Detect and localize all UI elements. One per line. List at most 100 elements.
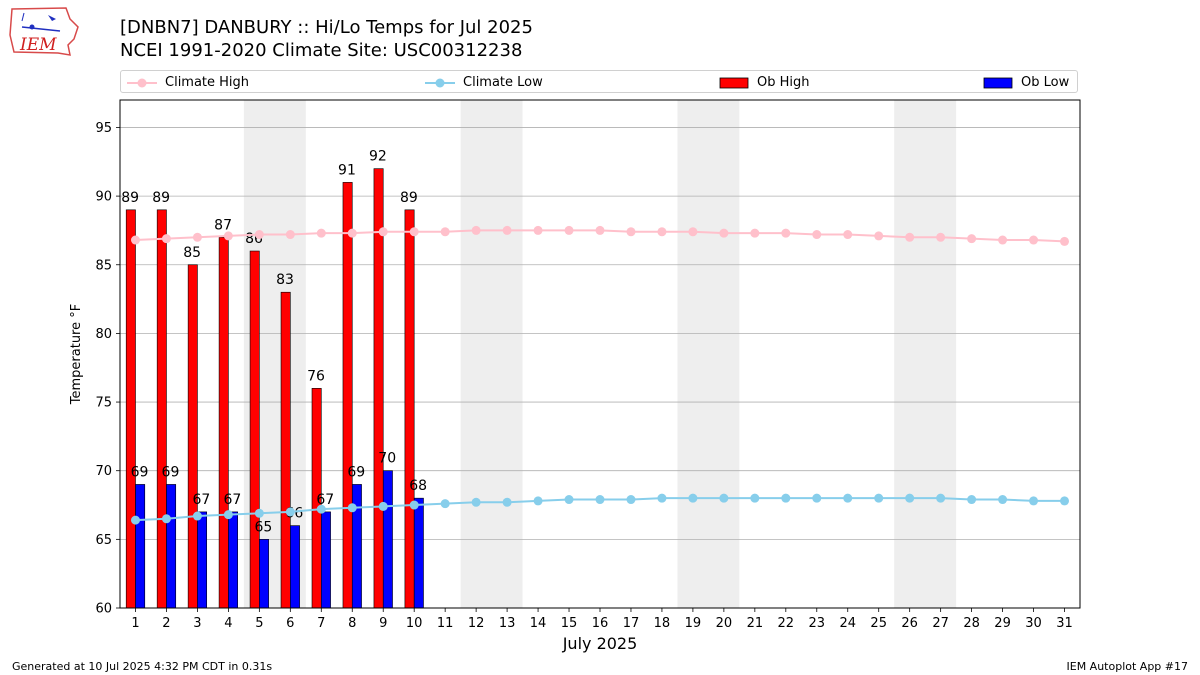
y-tick-label: 70	[95, 464, 112, 479]
ob-low-bar	[413, 497, 424, 609]
climate-low-point	[347, 503, 357, 513]
ob-high-bar	[156, 209, 167, 609]
ob-low-bar	[197, 511, 208, 609]
climate-low-point	[223, 510, 233, 520]
climate-low-point	[254, 508, 264, 518]
climate-low-point	[130, 515, 140, 525]
plot-frame	[119, 99, 1081, 609]
ob-low-bar	[228, 511, 238, 609]
climate-high-point	[750, 228, 760, 238]
ob-high-bar	[249, 250, 260, 609]
climate-low-point	[440, 499, 450, 509]
climate-high-point	[161, 234, 171, 244]
ob-low-bar	[320, 511, 331, 609]
ob-high-bar	[342, 182, 353, 609]
x-tick-label: 9	[379, 616, 387, 631]
climate-high-point	[254, 230, 264, 240]
x-tick-label: 18	[654, 616, 671, 631]
x-tick-label: 3	[193, 616, 201, 631]
climate-low-point	[905, 493, 915, 503]
ob-high-value-label: 89	[400, 190, 418, 206]
x-tick-label: 22	[778, 616, 795, 631]
legend-label-ob-low: Ob Low	[1021, 75, 1070, 90]
ob-low-value-label: 67	[316, 492, 334, 508]
climate-low-point	[502, 497, 512, 507]
ob-low-value-label: 69	[162, 464, 180, 480]
ob-low-value-label: 69	[131, 464, 149, 480]
y-tick-label: 95	[95, 121, 112, 136]
climate-high-point	[1060, 236, 1070, 246]
x-tick-label: 27	[932, 616, 949, 631]
climate-low-point	[1060, 496, 1070, 506]
ob-low-bar	[382, 470, 393, 609]
iem-logo: IEM	[8, 5, 80, 59]
climate-high-point	[130, 235, 140, 245]
climate-high-point	[440, 227, 450, 237]
x-tick-label: 15	[561, 616, 578, 631]
climate-low-point	[471, 497, 481, 507]
legend-label-climate-low: Climate Low	[463, 75, 543, 90]
app-credit: IEM Autoplot App #17	[1066, 660, 1189, 673]
climate-high-point	[192, 232, 202, 242]
x-tick-label: 31	[1056, 616, 1073, 631]
climate-low-point	[533, 496, 543, 506]
x-tick-label: 26	[901, 616, 918, 631]
climate-low-point	[409, 500, 419, 510]
x-tick-label: 17	[623, 616, 640, 631]
x-tick-label: 12	[468, 616, 485, 631]
legend-item-ob-low: Ob Low	[983, 71, 1069, 94]
legend: Climate High Climate Low Ob High Ob Low	[120, 70, 1078, 93]
weekend-shade	[677, 100, 740, 608]
x-tick-label: 29	[994, 616, 1011, 631]
logo-text: IEM	[19, 35, 57, 55]
climate-high-point	[688, 227, 698, 237]
climate-low-point	[843, 493, 853, 503]
climate-low-point	[316, 504, 326, 514]
x-tick-label: 6	[286, 616, 294, 631]
ob-low-bar	[290, 525, 300, 609]
x-tick-label: 11	[437, 616, 454, 631]
legend-label-ob-high: Ob High	[757, 75, 810, 90]
x-tick-label: 20	[716, 616, 733, 631]
y-tick-label: 60	[95, 602, 112, 617]
climate-low-point	[967, 495, 977, 505]
ob-low-value-label: 67	[223, 492, 241, 508]
weekend-shade	[894, 100, 957, 608]
climate-low-point	[192, 511, 202, 521]
x-tick-label: 2	[162, 616, 170, 631]
ob-high-value-label: 92	[369, 149, 387, 165]
x-tick-label: 14	[530, 616, 547, 631]
climate-low-point	[812, 493, 822, 503]
climate-high-point	[936, 232, 946, 242]
x-tick-label: 10	[406, 616, 423, 631]
ob-high-value-label: 89	[121, 190, 139, 206]
ob-high-value-label: 91	[338, 162, 356, 178]
climate-high-point	[378, 227, 388, 237]
climate-high-point	[781, 228, 791, 238]
legend-marker-climate-high	[127, 78, 157, 87]
climate-low-point	[657, 493, 667, 503]
x-tick-label: 19	[685, 616, 702, 631]
climate-high-point	[564, 225, 574, 235]
ob-high-bar	[404, 209, 415, 609]
y-tick-label: 75	[95, 396, 112, 411]
chart-subtitle: NCEI 1991-2020 Climate Site: USC00312238	[120, 40, 523, 61]
ob-low-value-label: 68	[409, 478, 427, 494]
climate-low-point	[1029, 496, 1039, 506]
ob-low-bar	[259, 539, 269, 609]
ob-low-value-label: 70	[378, 451, 396, 467]
x-tick-label: 24	[839, 616, 856, 631]
climate-high-point	[998, 235, 1008, 245]
climate-high-point	[223, 231, 233, 241]
y-tick-label: 90	[95, 190, 112, 205]
ob-high-value-label: 87	[214, 217, 232, 233]
climate-high-point	[905, 232, 915, 242]
x-tick-label: 25	[870, 616, 887, 631]
legend-marker-ob-high	[719, 77, 749, 88]
climate-high-point	[285, 230, 295, 240]
climate-high-point	[1029, 235, 1039, 245]
ob-low-bar	[135, 484, 146, 609]
x-tick-label: 8	[348, 616, 356, 631]
climate-low-point	[781, 493, 791, 503]
